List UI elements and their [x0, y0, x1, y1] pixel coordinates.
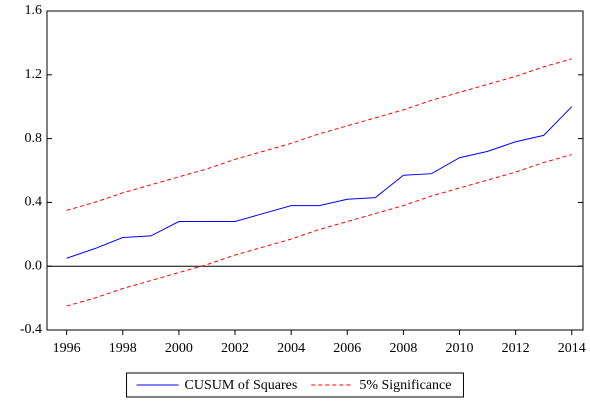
x-tick-label: 2006	[333, 341, 361, 356]
series-line	[66, 106, 573, 259]
x-tick-label: 2008	[389, 341, 417, 356]
plot-frame	[46, 10, 584, 331]
y-tick-label: 1.6	[25, 3, 43, 18]
x-tick-label: 2012	[502, 341, 530, 356]
y-tick-label: 1.2	[25, 67, 43, 82]
series-line	[66, 154, 572, 307]
x-tick-label: 2004	[277, 341, 305, 356]
x-tick-label: 2014	[558, 341, 586, 356]
legend-label: 5% Significance	[359, 378, 451, 393]
x-tick-label: 2002	[221, 341, 249, 356]
x-tick-label: 1996	[53, 341, 81, 356]
x-tick-label: 1998	[109, 341, 137, 356]
y-tick-label: 0.4	[25, 195, 43, 210]
y-tick-label: -0.4	[20, 322, 42, 337]
series-line	[66, 58, 572, 211]
y-tick-label: 0.0	[25, 258, 43, 273]
y-tick-label: 0.8	[25, 131, 43, 146]
x-tick-label: 2010	[446, 341, 474, 356]
x-tick-label: 2000	[165, 341, 193, 356]
legend-box	[126, 372, 464, 398]
legend-label: CUSUM of Squares	[185, 378, 298, 393]
